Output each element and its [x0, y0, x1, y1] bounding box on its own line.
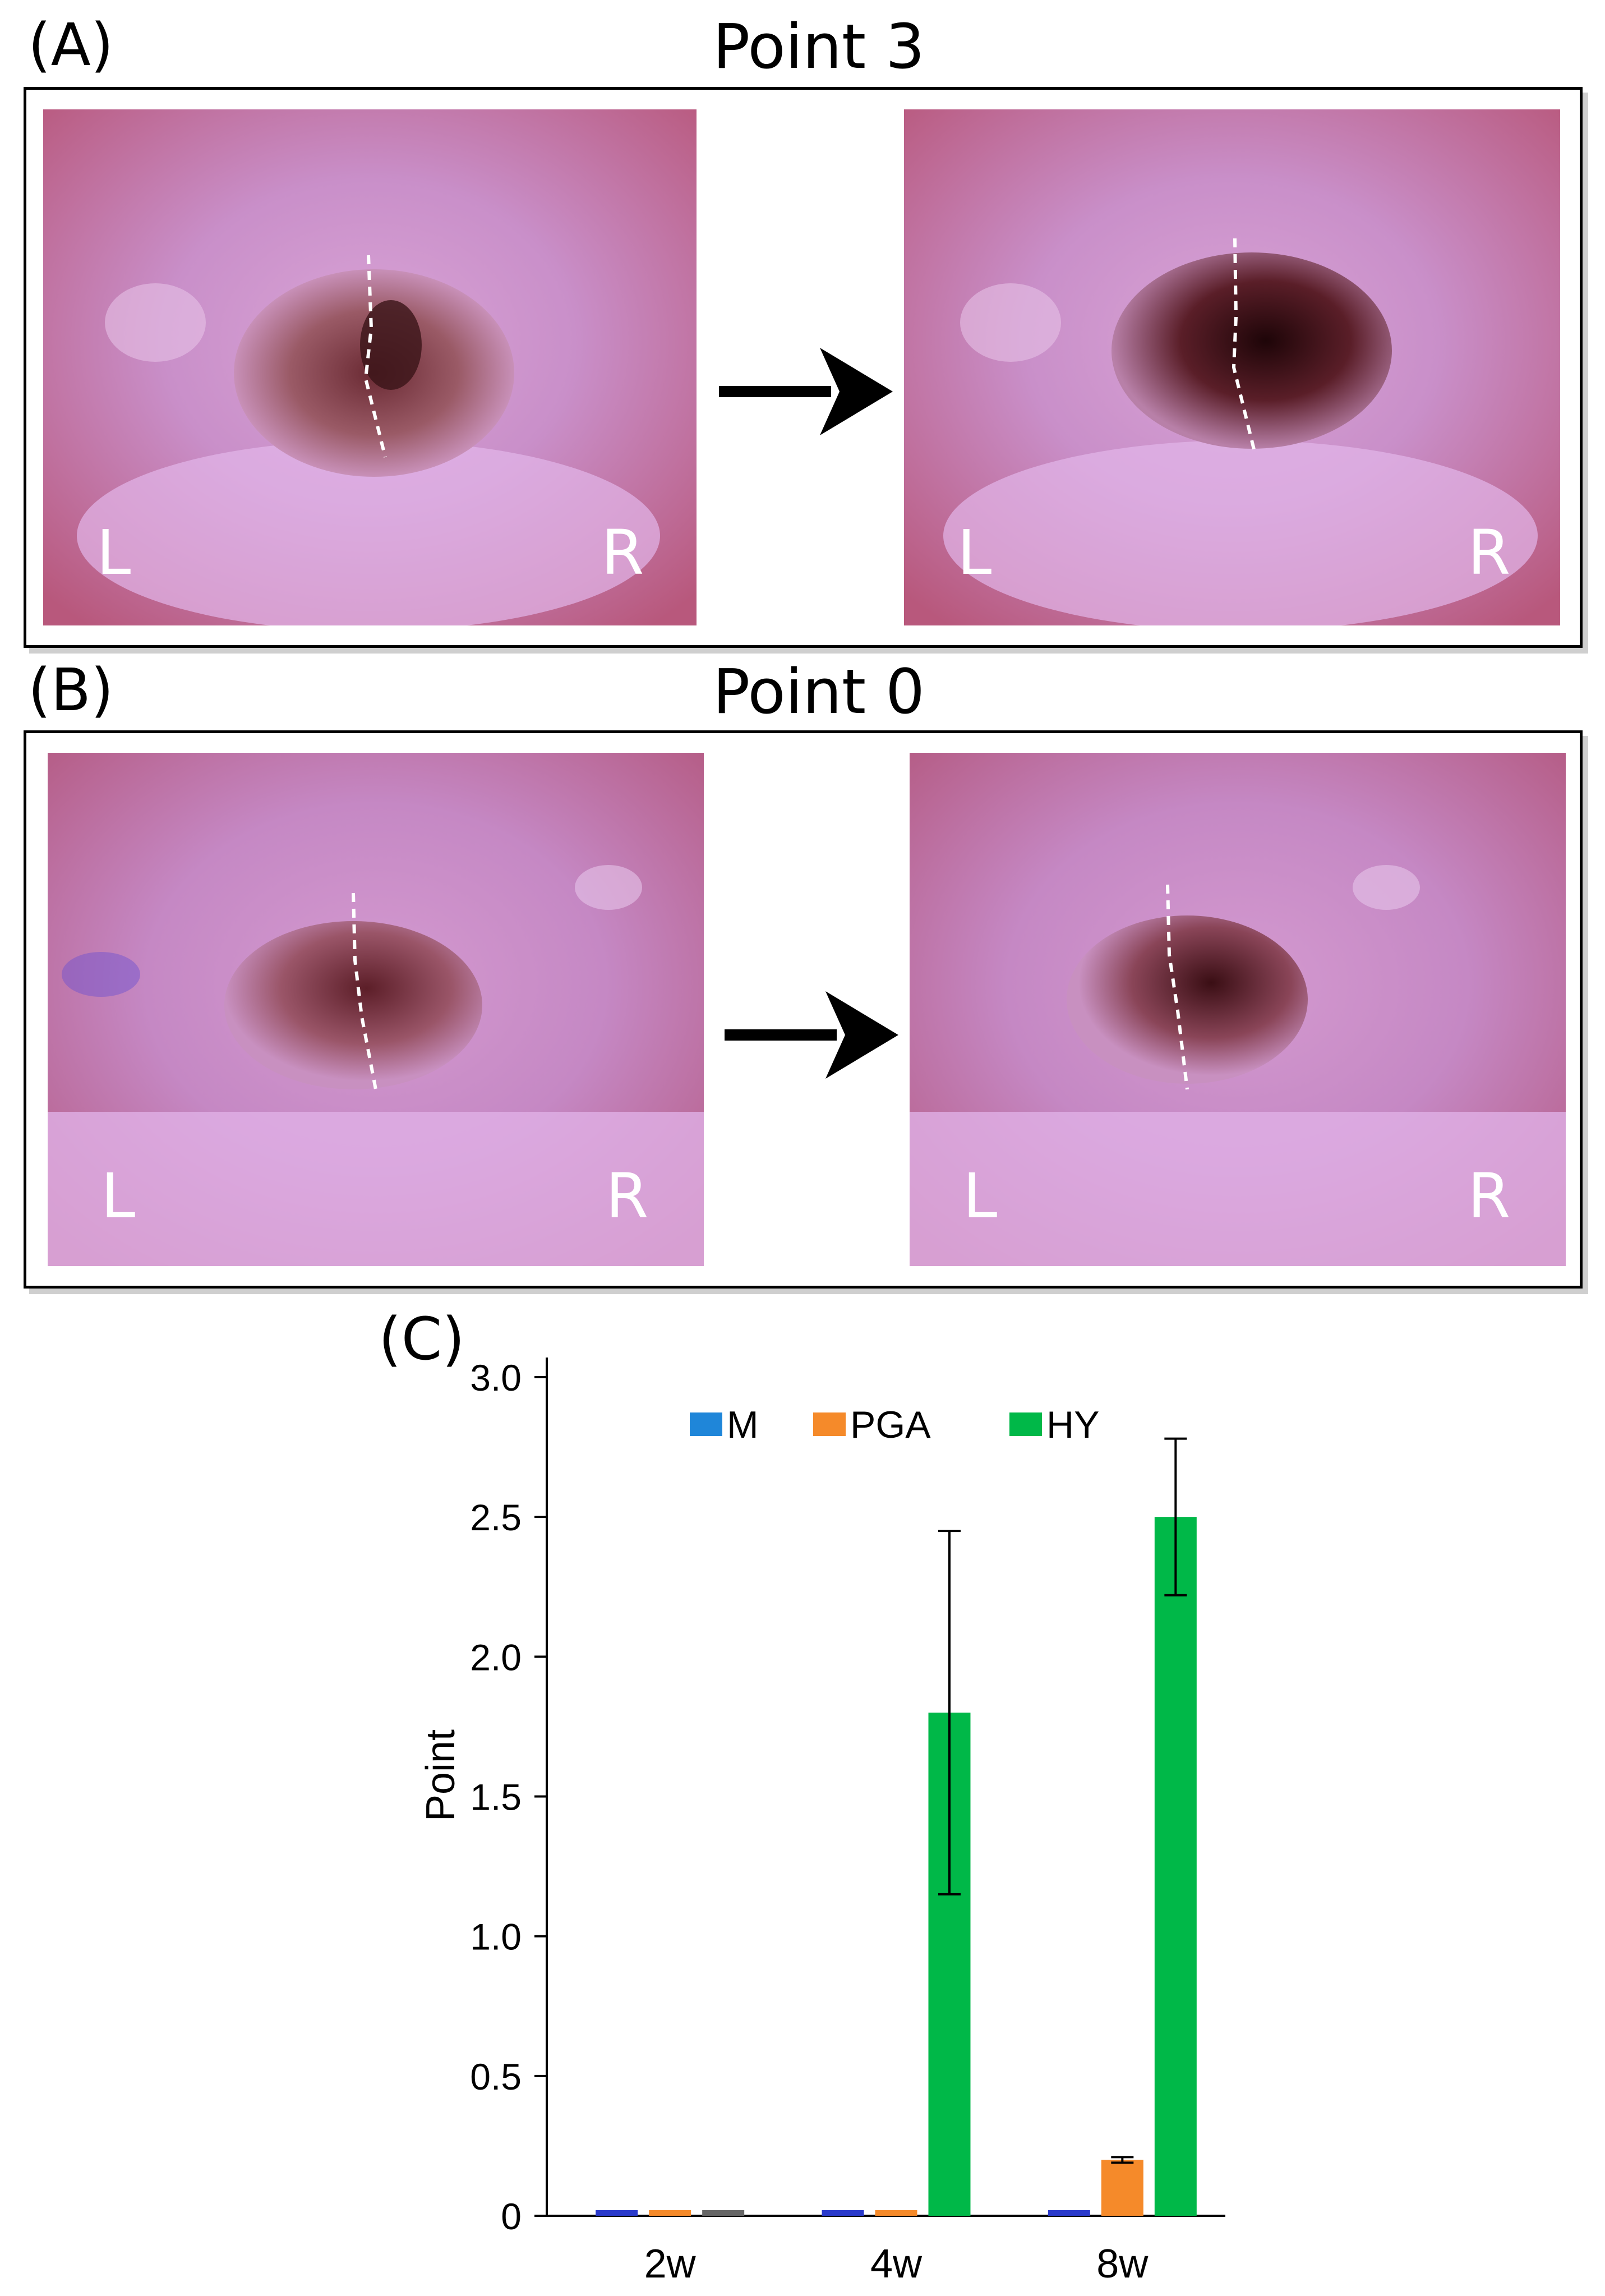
legend-swatch-PGA — [813, 1412, 846, 1436]
panel-b-after-image: L R — [910, 753, 1566, 1266]
chart-ticks: 0 0.5 1.0 1.5 2.0 2.5 3.0 2w 4w 8w — [470, 1357, 1149, 2286]
legend-swatch-M — [690, 1412, 722, 1436]
panel-b-before-image: L R — [48, 753, 704, 1266]
panel-a-label: (A) — [28, 11, 114, 79]
panel-b-title: Point 0 — [712, 656, 925, 728]
x-tick-label-8w: 8w — [1096, 2242, 1149, 2286]
panel-a-before-image: L R — [43, 109, 697, 625]
bar-PGA-4w — [875, 2210, 917, 2216]
y-tick-label: 0.5 — [470, 2056, 522, 2097]
panel-a-after-left-label: L — [957, 517, 992, 588]
panel-b-frame: L R — [24, 730, 1583, 1289]
panel-a-frame: L R — [24, 87, 1583, 648]
bar-M-4w — [822, 2210, 864, 2216]
x-tick-label-2w: 2w — [644, 2242, 697, 2286]
y-tick-label: 3.0 — [470, 1357, 522, 1398]
legend-label-PGA: PGA — [850, 1404, 931, 1446]
y-tick-label: 1.5 — [470, 1777, 522, 1818]
right-arrow-icon — [725, 991, 898, 1079]
panel-a-before-left-label: L — [96, 517, 131, 588]
y-tick-label: 1.0 — [470, 1916, 522, 1958]
chart-axes — [546, 1358, 1225, 2217]
panel-c-label: (C) — [379, 1305, 465, 1373]
bar-PGA-2w — [649, 2210, 691, 2216]
chart-bars — [596, 1517, 1197, 2216]
bar-HY-2w — [702, 2210, 745, 2216]
chart-legend: M PGA HY — [690, 1404, 1099, 1446]
panel-b-after-right-label: R — [1468, 1160, 1511, 1232]
panel-a-after-image: L R — [904, 109, 1560, 625]
bar-HY-4w — [928, 1713, 971, 2216]
right-arrow-icon — [719, 348, 893, 435]
y-tick-label: 2.0 — [470, 1636, 522, 1678]
bar-M-2w — [596, 2210, 638, 2216]
chart-error-bars — [938, 1437, 1187, 2164]
legend-label-HY: HY — [1046, 1404, 1099, 1446]
panel-a-before-right-label: R — [601, 517, 644, 588]
y-tick-label: 2.5 — [470, 1497, 522, 1538]
bar-PGA-8w — [1101, 2160, 1143, 2216]
bar-M-8w — [1048, 2210, 1090, 2216]
legend-swatch-HY — [1009, 1412, 1042, 1436]
panel-b-before-left-label: L — [101, 1160, 136, 1232]
bar-HY-8w — [1154, 1517, 1197, 2216]
panel-b-before-right-label: R — [606, 1160, 649, 1232]
panel-b-after-left-label: L — [963, 1160, 998, 1232]
y-axis-label: Point — [418, 1729, 463, 1821]
x-tick-label-4w: 4w — [870, 2242, 923, 2286]
panel-a-title: Point 3 — [712, 11, 925, 82]
y-tick-label: 0 — [501, 2196, 522, 2237]
legend-label-M: M — [727, 1404, 759, 1446]
panel-a-after-right-label: R — [1468, 517, 1511, 588]
panel-b-label: (B) — [28, 656, 114, 724]
